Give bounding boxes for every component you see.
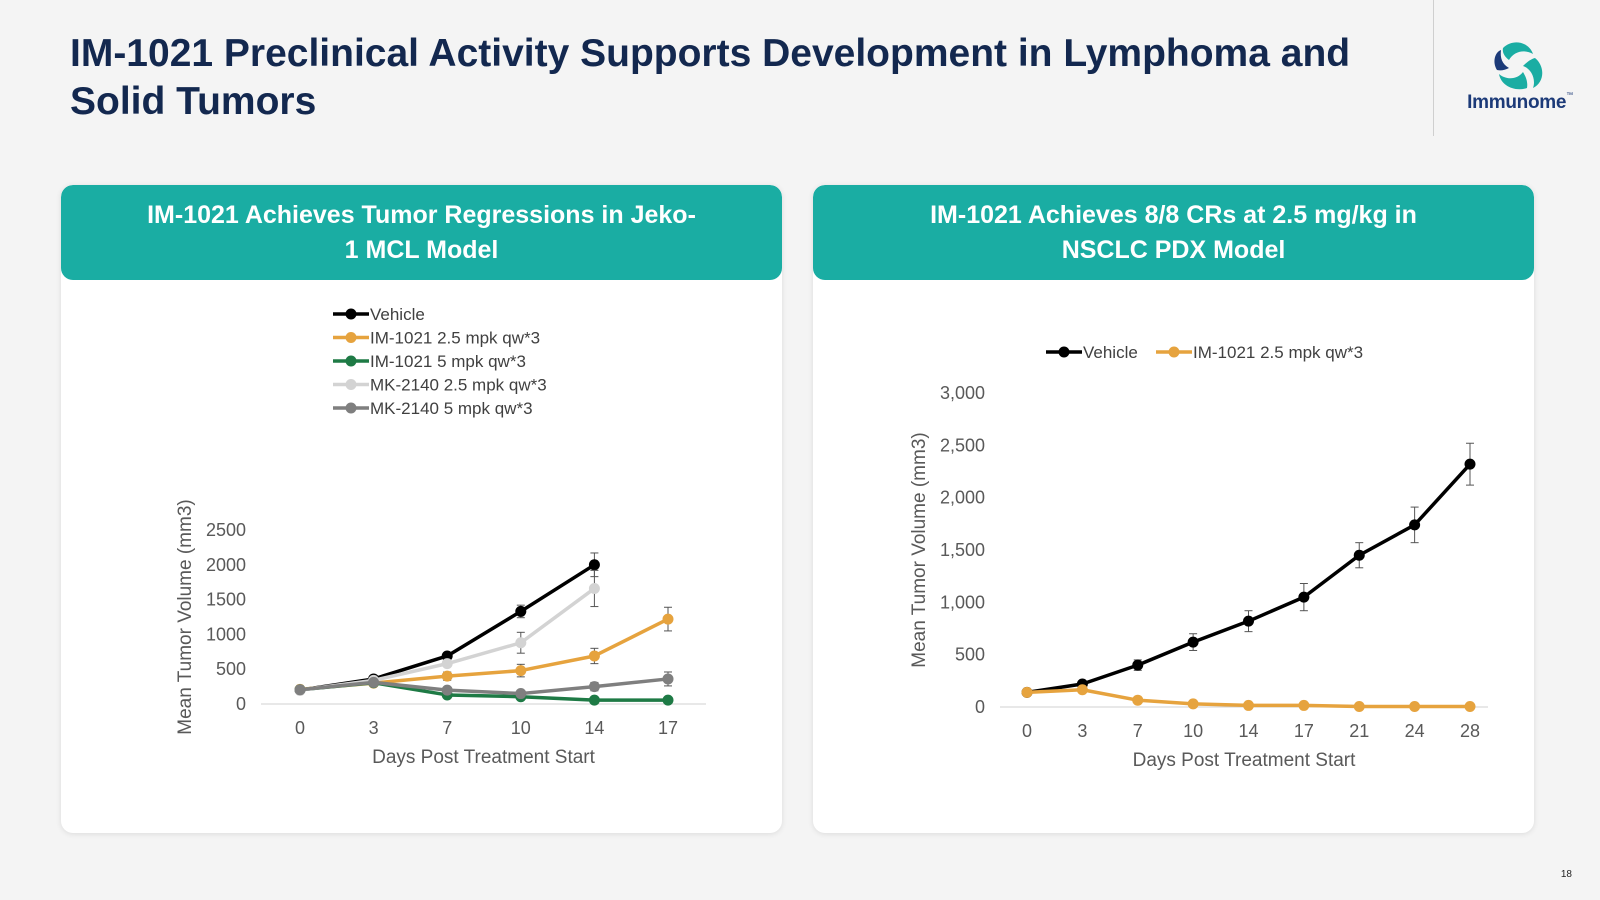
right-chart-data-point bbox=[1132, 659, 1144, 671]
right-chart-x-axis-title: Days Post Treatment Start bbox=[1133, 750, 1357, 771]
right-chart-x-tick-label: 24 bbox=[1405, 721, 1425, 741]
right-chart-x-tick-label: 0 bbox=[1022, 721, 1032, 741]
left-chart-data-point bbox=[662, 613, 674, 625]
left-chart-data-point bbox=[294, 684, 306, 696]
jeko1-mcl-card: IM-1021 Achieves Tumor Regressions in Je… bbox=[61, 185, 782, 833]
right-chart-data-point bbox=[1353, 549, 1365, 561]
left-chart-legend-marker bbox=[345, 402, 357, 414]
left-chart-y-tick-label: 2000 bbox=[206, 555, 246, 575]
left-chart-x-tick-label: 14 bbox=[584, 718, 604, 738]
left-chart-legend-label: IM-1021 2.5 mpk qw*3 bbox=[370, 329, 540, 348]
logo-text: Immunome™ bbox=[1455, 92, 1585, 114]
right-chart-legend-label: IM-1021 2.5 mpk qw*3 bbox=[1193, 343, 1363, 362]
left-chart-legend-marker bbox=[345, 332, 357, 343]
left-chart-legend-marker bbox=[345, 379, 357, 390]
left-chart-data-point bbox=[441, 684, 453, 696]
right-chart-data-point bbox=[1076, 684, 1088, 696]
left-chart-series-line-5 bbox=[299, 677, 669, 696]
right-chart-data-point bbox=[1243, 615, 1254, 627]
left-chart-data-point bbox=[515, 665, 527, 677]
right-chart-x-tick-label: 28 bbox=[1460, 721, 1480, 741]
left-chart-legend-label: IM-1021 5 mpk qw*3 bbox=[370, 352, 526, 371]
left-chart-data-point bbox=[662, 694, 674, 706]
left-chart-legend-marker bbox=[345, 355, 357, 367]
right-chart-y-tick-label: 1,000 bbox=[940, 592, 985, 612]
left-chart-data-point bbox=[515, 605, 527, 617]
right-chart-data-point bbox=[1132, 694, 1144, 706]
jeko1-mcl-tumor-volume-chart: 0 500 1000 1500 2000 2500 0 3 7 10 14 17 Days Post T… bbox=[175, 305, 706, 768]
right-chart-data-point bbox=[1021, 686, 1033, 698]
right-chart-data-point bbox=[1409, 519, 1421, 531]
logo-trademark: ™ bbox=[1566, 92, 1573, 99]
right-chart-data-point bbox=[1409, 700, 1421, 712]
jeko1-mcl-card-header: IM-1021 Achieves Tumor Regressions in Je… bbox=[61, 185, 782, 280]
nsclc-pdx-card: IM-1021 Achieves 8/8 CRs at 2.5 mg/kg in… bbox=[813, 185, 1534, 833]
logo-wordmark: Immunome bbox=[1467, 92, 1567, 113]
nsclc-pdx-tumor-volume-chart: 0 500 1,000 1,500 2,000 2,500 3,000 0 3 7 10 14 17 21… bbox=[909, 343, 1488, 771]
right-chart-y-tick-label: 1,500 bbox=[940, 540, 985, 560]
right-chart-x-tick-label: 17 bbox=[1294, 721, 1314, 741]
left-chart-data-point bbox=[588, 681, 600, 693]
right-chart-x-tick-label: 14 bbox=[1238, 721, 1258, 741]
left-chart-data-point bbox=[588, 694, 600, 706]
right-chart-series-line-1 bbox=[1026, 462, 1472, 695]
right-chart-data-point bbox=[1298, 699, 1310, 711]
left-chart-legend-label: MK-2140 2.5 mpk qw*3 bbox=[370, 376, 547, 395]
left-chart-data-point bbox=[368, 676, 380, 688]
right-chart-x-tick-label: 21 bbox=[1349, 721, 1369, 741]
left-chart-x-tick-label: 7 bbox=[442, 718, 452, 738]
nsclc-pdx-card-title: IM-1021 Achieves 8/8 CRs at 2.5 mg/kg in… bbox=[930, 200, 1417, 264]
left-chart-y-tick-label: 2500 bbox=[206, 520, 246, 540]
left-chart-y-tick-label: 1000 bbox=[206, 624, 246, 644]
company-logo: Immunome™ bbox=[1455, 40, 1585, 120]
left-chart-data-point bbox=[515, 637, 527, 649]
immunome-logo-icon bbox=[1494, 42, 1543, 90]
left-chart-legend-marker bbox=[345, 308, 357, 320]
right-chart-y-axis-title: Mean Tumor Volume (mm3) bbox=[909, 432, 930, 667]
left-chart-data-point bbox=[588, 650, 600, 662]
slide-title: IM-1021 Preclinical Activity Supports De… bbox=[70, 32, 1351, 123]
page-number: 18 bbox=[1560, 869, 1572, 880]
right-chart-data-point bbox=[1464, 458, 1476, 470]
left-chart-x-tick-label: 10 bbox=[511, 718, 531, 738]
left-chart-x-tick-label: 17 bbox=[658, 718, 678, 738]
right-chart-x-tick-label: 3 bbox=[1077, 721, 1087, 741]
left-chart-data-point bbox=[441, 658, 453, 670]
left-chart-data-point bbox=[441, 670, 453, 682]
left-chart-data-point bbox=[515, 688, 527, 700]
right-chart-data-point bbox=[1353, 700, 1365, 712]
left-chart-data-point bbox=[588, 559, 600, 571]
right-chart-y-tick-label: 2,000 bbox=[940, 488, 985, 508]
left-chart-x-tick-label: 0 bbox=[295, 718, 305, 738]
left-chart-legend-label: Vehicle bbox=[370, 305, 425, 324]
right-chart-y-tick-label: 500 bbox=[955, 645, 985, 665]
left-chart-y-axis-title: Mean Tumor Volume (mm3) bbox=[175, 499, 196, 734]
right-chart-x-tick-label: 10 bbox=[1183, 721, 1203, 741]
left-chart-data-point bbox=[441, 650, 453, 662]
right-chart-y-tick-label: 3,000 bbox=[940, 383, 985, 403]
right-chart-data-point bbox=[1464, 700, 1476, 712]
left-chart-y-tick-label: 1500 bbox=[206, 590, 246, 610]
left-chart-x-axis-title: Days Post Treatment Start bbox=[372, 747, 596, 768]
right-chart-data-point bbox=[1187, 636, 1199, 648]
right-chart-y-tick-label: 0 bbox=[975, 697, 985, 717]
left-chart-y-tick-label: 500 bbox=[216, 659, 246, 679]
left-chart-x-tick-label: 3 bbox=[369, 718, 379, 738]
left-chart-legend-label: MK-2140 5 mpk qw*3 bbox=[370, 399, 533, 418]
right-chart-data-point bbox=[1298, 591, 1310, 603]
right-chart-data-point bbox=[1243, 699, 1254, 711]
left-chart-y-tick-label: 0 bbox=[236, 694, 246, 714]
left-chart-data-point bbox=[588, 582, 600, 594]
right-chart-y-tick-label: 2,500 bbox=[940, 435, 985, 455]
jeko1-mcl-card-title: IM-1021 Achieves Tumor Regressions in Je… bbox=[147, 200, 696, 264]
nsclc-pdx-card-header: IM-1021 Achieves 8/8 CRs at 2.5 mg/kg in… bbox=[813, 185, 1534, 280]
header-divider bbox=[1433, 0, 1434, 136]
right-chart-legend-marker bbox=[1168, 346, 1180, 358]
right-chart-x-tick-label: 7 bbox=[1133, 721, 1143, 741]
right-chart-legend-label: Vehicle bbox=[1083, 343, 1138, 362]
right-chart-legend-marker bbox=[1058, 346, 1070, 358]
left-chart-data-point bbox=[662, 673, 674, 685]
right-chart-data-point bbox=[1187, 698, 1199, 710]
